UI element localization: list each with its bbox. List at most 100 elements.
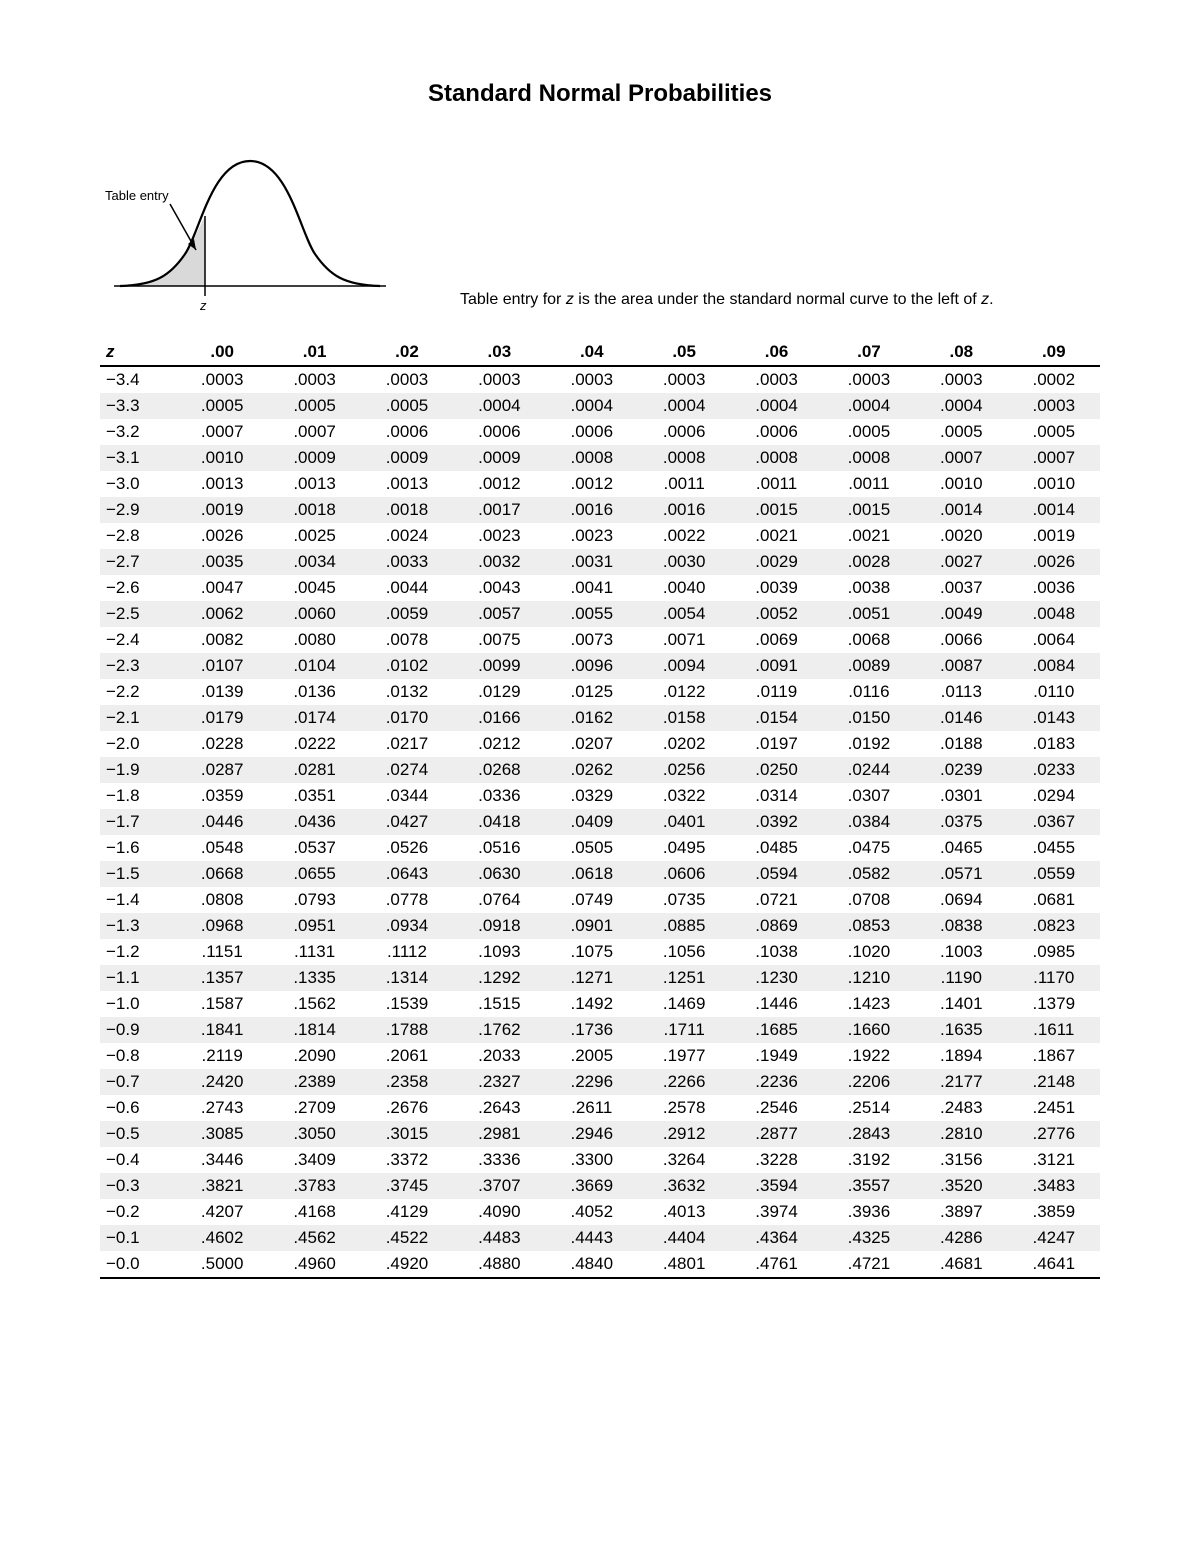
prob-cell: .1788 (361, 1017, 453, 1043)
prob-cell: .0183 (1008, 731, 1100, 757)
prob-cell: .0009 (361, 445, 453, 471)
prob-cell: .0035 (176, 549, 268, 575)
prob-cell: .0006 (638, 419, 730, 445)
z-label-cell: −2.8 (100, 523, 176, 549)
prob-cell: .0526 (361, 835, 453, 861)
prob-cell: .0051 (823, 601, 915, 627)
prob-cell: .0401 (638, 809, 730, 835)
z-label-cell: −1.6 (100, 835, 176, 861)
table-row: −1.5.0668.0655.0643.0630.0618.0606.0594.… (100, 861, 1100, 887)
prob-cell: .1131 (268, 939, 360, 965)
prob-cell: .0019 (1008, 523, 1100, 549)
prob-cell: .0207 (546, 731, 638, 757)
prob-cell: .0239 (915, 757, 1007, 783)
prob-cell: .0029 (730, 549, 822, 575)
prob-cell: .0708 (823, 887, 915, 913)
z-label-cell: −2.1 (100, 705, 176, 731)
prob-cell: .4602 (176, 1225, 268, 1251)
prob-cell: .3897 (915, 1199, 1007, 1225)
prob-cell: .0505 (546, 835, 638, 861)
prob-cell: .1685 (730, 1017, 822, 1043)
caption-mid: is the area under the standard normal cu… (574, 291, 981, 308)
prob-cell: .0006 (730, 419, 822, 445)
table-row: −3.1.0010.0009.0009.0009.0008.0008.0008.… (100, 445, 1100, 471)
prob-cell: .0008 (823, 445, 915, 471)
prob-cell: .1190 (915, 965, 1007, 991)
prob-cell: .0060 (268, 601, 360, 627)
prob-cell: .0015 (823, 497, 915, 523)
prob-cell: .0268 (453, 757, 545, 783)
table-row: −1.3.0968.0951.0934.0918.0901.0885.0869.… (100, 913, 1100, 939)
prob-cell: .0749 (546, 887, 638, 913)
z-label-cell: −2.7 (100, 549, 176, 575)
prob-cell: .1112 (361, 939, 453, 965)
prob-cell: .2148 (1008, 1069, 1100, 1095)
table-row: −1.7.0446.0436.0427.0418.0409.0401.0392.… (100, 809, 1100, 835)
prob-cell: .2946 (546, 1121, 638, 1147)
prob-cell: .0037 (915, 575, 1007, 601)
prob-cell: .0020 (915, 523, 1007, 549)
prob-cell: .0026 (176, 523, 268, 549)
table-row: −2.1.0179.0174.0170.0166.0162.0158.0154.… (100, 705, 1100, 731)
prob-cell: .0003 (915, 366, 1007, 393)
prob-cell: .0027 (915, 549, 1007, 575)
prob-cell: .4522 (361, 1225, 453, 1251)
prob-cell: .0026 (1008, 549, 1100, 575)
table-row: −0.6.2743.2709.2676.2643.2611.2578.2546.… (100, 1095, 1100, 1121)
prob-cell: .0606 (638, 861, 730, 887)
z-label-cell: −1.5 (100, 861, 176, 887)
prob-cell: .0028 (823, 549, 915, 575)
col-header-06: .06 (730, 339, 822, 366)
prob-cell: .0162 (546, 705, 638, 731)
prob-cell: .2912 (638, 1121, 730, 1147)
prob-cell: .0004 (915, 393, 1007, 419)
prob-cell: .0004 (730, 393, 822, 419)
prob-cell: .0655 (268, 861, 360, 887)
prob-cell: .0174 (268, 705, 360, 731)
prob-cell: .4364 (730, 1225, 822, 1251)
prob-cell: .1867 (1008, 1043, 1100, 1069)
prob-cell: .1314 (361, 965, 453, 991)
table-row: −0.0.5000.4960.4920.4880.4840.4801.4761.… (100, 1251, 1100, 1278)
page-title: Standard Normal Probabilities (100, 80, 1100, 108)
prob-cell: .3372 (361, 1147, 453, 1173)
prob-cell: .1587 (176, 991, 268, 1017)
prob-cell: .1894 (915, 1043, 1007, 1069)
prob-cell: .2090 (268, 1043, 360, 1069)
z-label-cell: −3.2 (100, 419, 176, 445)
prob-cell: .0004 (546, 393, 638, 419)
prob-cell: .0192 (823, 731, 915, 757)
prob-cell: .0217 (361, 731, 453, 757)
prob-cell: .1515 (453, 991, 545, 1017)
z-label-cell: −1.2 (100, 939, 176, 965)
prob-cell: .3745 (361, 1173, 453, 1199)
z-label-cell: −2.4 (100, 627, 176, 653)
z-label-cell: −0.6 (100, 1095, 176, 1121)
prob-cell: .0125 (546, 679, 638, 705)
prob-cell: .0256 (638, 757, 730, 783)
prob-cell: .0516 (453, 835, 545, 861)
prob-cell: .0721 (730, 887, 822, 913)
prob-cell: .0006 (361, 419, 453, 445)
prob-cell: .4761 (730, 1251, 822, 1278)
prob-cell: .0537 (268, 835, 360, 861)
prob-cell: .1611 (1008, 1017, 1100, 1043)
table-row: −2.3.0107.0104.0102.0099.0096.0094.0091.… (100, 653, 1100, 679)
prob-cell: .1151 (176, 939, 268, 965)
z-label-cell: −3.0 (100, 471, 176, 497)
prob-cell: .0054 (638, 601, 730, 627)
prob-cell: .2236 (730, 1069, 822, 1095)
z-table: z .00 .01 .02 .03 .04 .05 .06 .07 .08 .0… (100, 339, 1100, 1279)
prob-cell: .3520 (915, 1173, 1007, 1199)
prob-cell: .4052 (546, 1199, 638, 1225)
prob-cell: .2981 (453, 1121, 545, 1147)
prob-cell: .0008 (730, 445, 822, 471)
prob-cell: .0010 (915, 471, 1007, 497)
prob-cell: .0003 (546, 366, 638, 393)
table-row: −3.0.0013.0013.0013.0012.0012.0011.0011.… (100, 471, 1100, 497)
prob-cell: .1660 (823, 1017, 915, 1043)
prob-cell: .3192 (823, 1147, 915, 1173)
prob-cell: .0017 (453, 497, 545, 523)
table-row: −2.4.0082.0080.0078.0075.0073.0071.0069.… (100, 627, 1100, 653)
prob-cell: .0166 (453, 705, 545, 731)
